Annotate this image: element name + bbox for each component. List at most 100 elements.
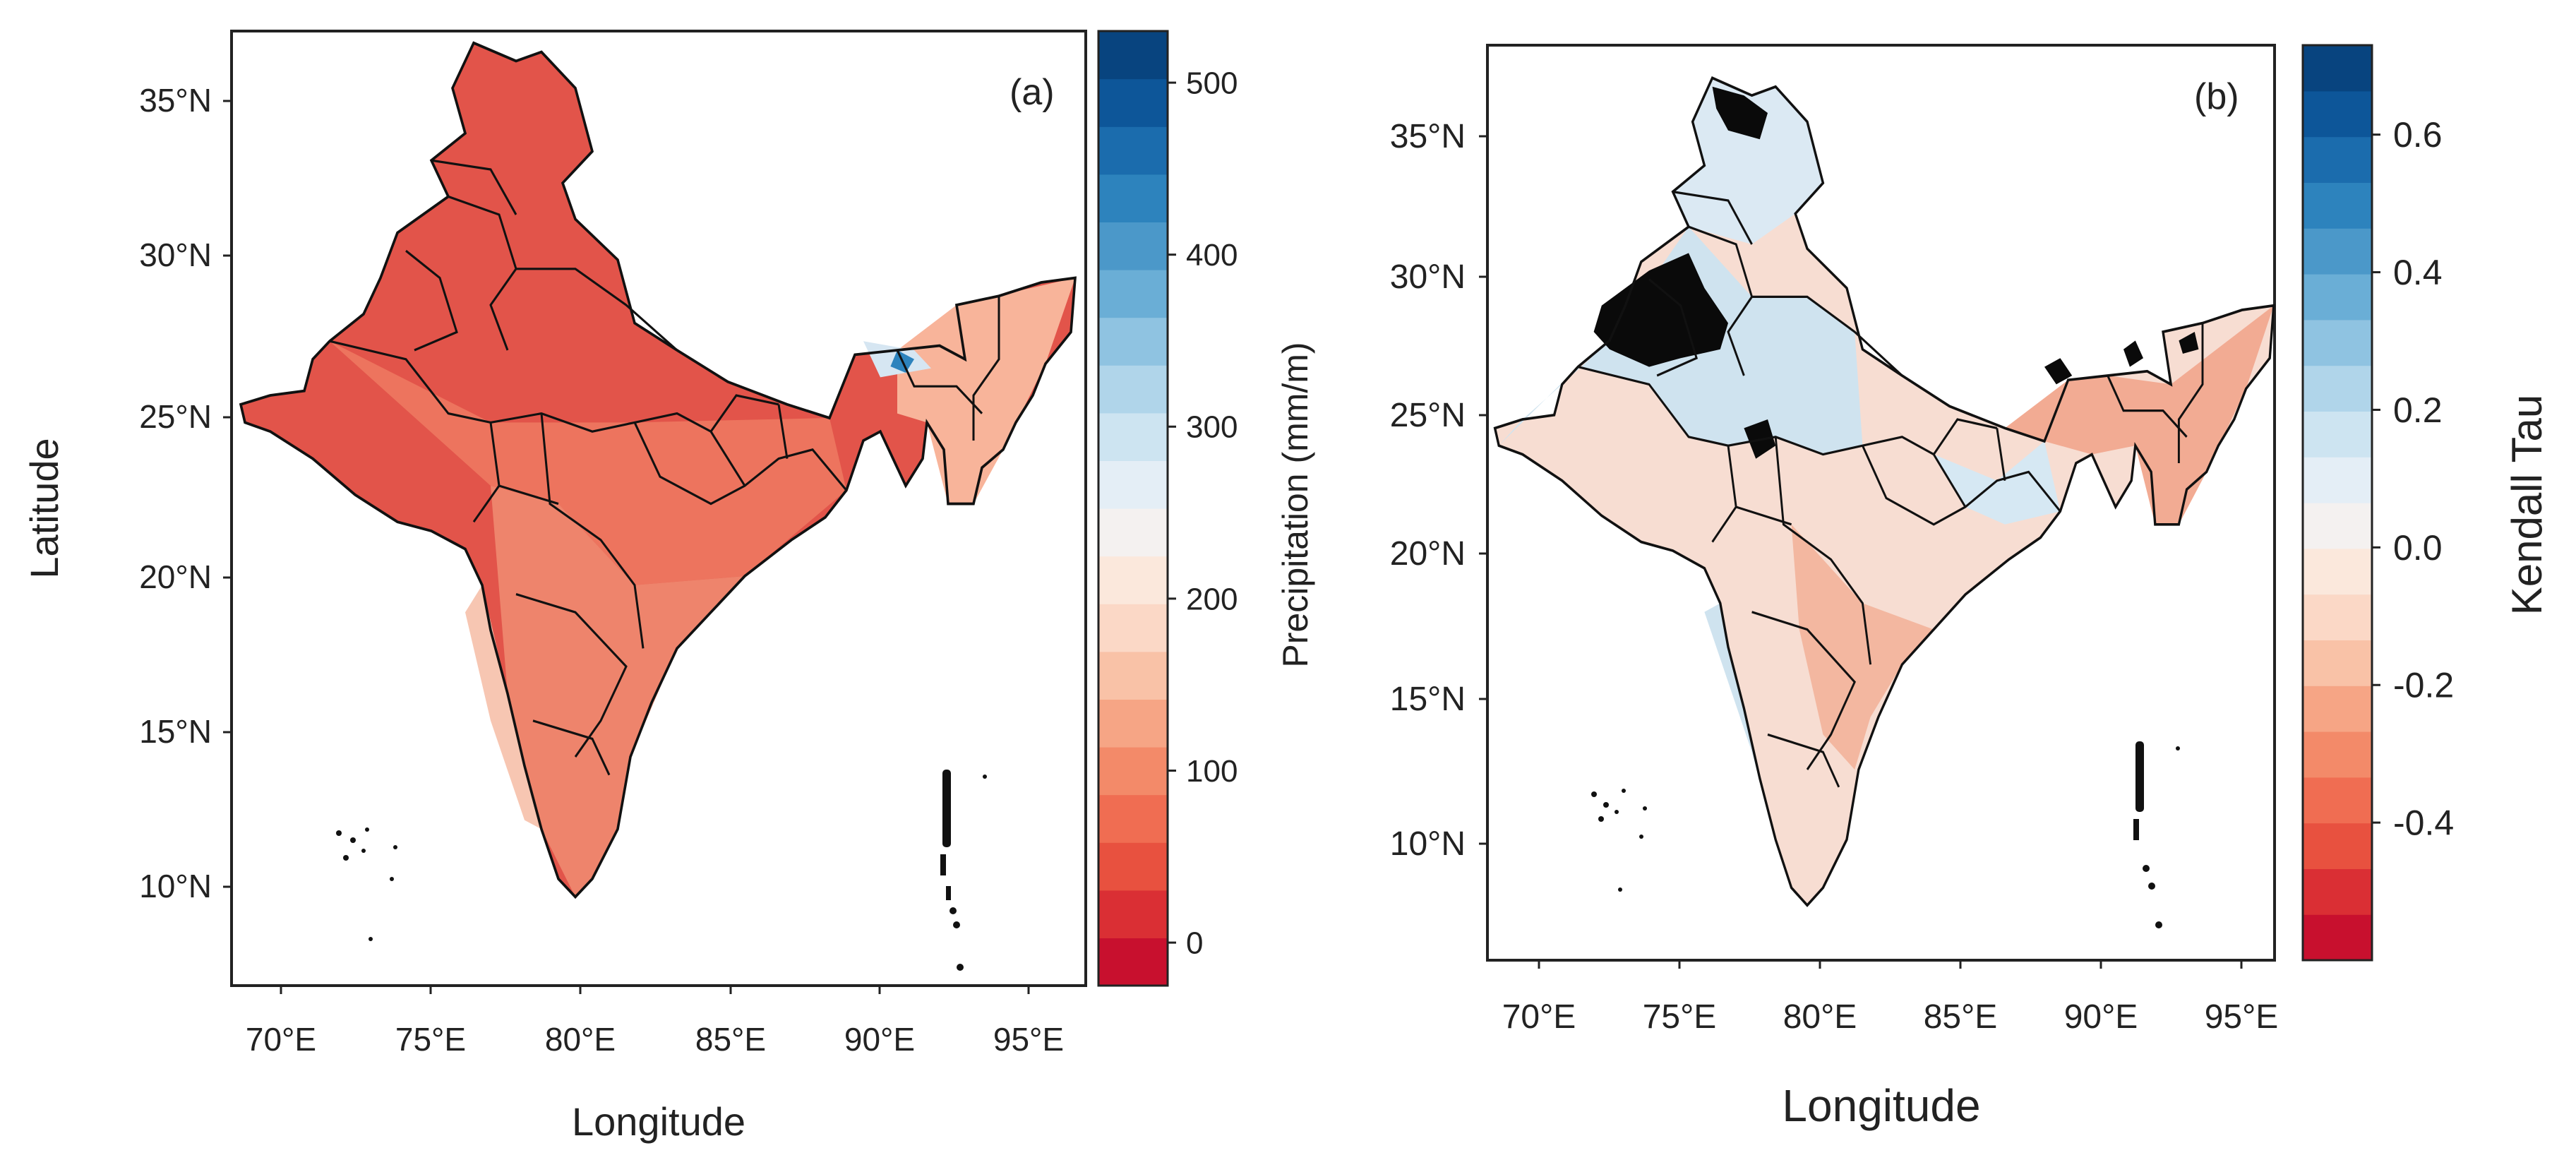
colorbar-tick-label: -0.4 [2393,803,2454,843]
colorbar-tick-label: 100 [1186,754,1238,789]
colorbar-swatch [1098,747,1168,796]
tick-label: 25°N [1390,397,1466,434]
tick-label: 80°E [545,1021,616,1058]
panel-b-west-coast [1704,603,1776,840]
panel-b-south-zone [1791,524,1934,770]
tick-label: 30°N [139,237,212,273]
tick-label: 85°E [1924,998,1998,1036]
colorbar-swatch [1098,222,1168,270]
panel-b-significant-northeast [2044,332,2199,385]
colorbar-swatch [1098,890,1168,938]
panel-a-x-tick-labels: 70°E 75°E 80°E 85°E 90°E 95°E [246,1021,1064,1058]
colorbar-swatch [1098,508,1168,557]
panel-b-y-tick-labels: 10°N 15°N 20°N 25°N 30°N 35°N [1390,118,1466,863]
colorbar-tick-label: 0 [1186,926,1203,960]
panel-a-y-axis-title: Latitude [22,438,66,578]
panel-b-significant-northwest [1593,253,1728,367]
colorbar-frame [1097,30,1169,987]
colorbar-swatch [1098,556,1168,604]
panel-a-colorbar: 0 100 200 300 400 500 [1097,30,1238,987]
panel-b-colorbar-title: Kendall Tau [2503,395,2551,615]
tick-label: 25°N [139,398,212,435]
panel-b-label: (b) [2194,76,2239,117]
colorbar-swatch [1098,604,1168,652]
panel-b-islands [1591,741,2180,928]
panel-a-central-zone [330,341,846,585]
panel-b-axes [1479,135,2243,969]
colorbar-swatch [1098,31,1168,80]
panel-a-colorbar-title: Precipitation (mm/m) [1276,342,1315,667]
colorbar-tick-label: 200 [1186,582,1238,616]
panel-a-south-zone [491,486,745,897]
colorbar-tick-label: 0.4 [2393,253,2443,292]
colorbar-swatch [1098,412,1168,461]
colorbar-swatch [1098,651,1168,700]
panel-b-east-zone [1934,441,2061,525]
tick-label: 80°E [1783,998,1857,1036]
colorbar-tick-label: 0.2 [2393,390,2443,430]
colorbar-swatch [1098,842,1168,891]
panel-b-x-tick-labels: 70°E 75°E 80°E 85°E 90°E 95°E [1502,998,2279,1036]
colorbar-swatch [2303,686,2372,732]
panel-b: 70°E 75°E 80°E 85°E 90°E 95°E 10°N 15°N … [1390,44,2279,1131]
colorbar-tick-label: 0.0 [2393,528,2443,568]
colorbar-swatch [2303,45,2372,92]
colorbar-swatch [1098,794,1168,843]
colorbar-swatch [1098,270,1168,318]
panel-b-significant-north [1712,86,1768,140]
tick-label: 20°N [139,558,212,595]
panel-b-x-axis-title: Longitude [1782,1080,1980,1131]
colorbar-tick-label: 0.6 [2393,115,2443,155]
colorbar-tick-label: 500 [1186,66,1238,100]
colorbar-swatch [1098,365,1168,414]
panel-a-label: (a) [1010,72,1055,113]
colorbar-swatch [2303,319,2372,366]
tick-label: 10°N [139,868,212,904]
panel-a-axes [223,100,1030,994]
tick-label: 15°N [1390,681,1466,718]
tick-label: 70°E [246,1021,316,1058]
colorbar-swatch [1098,938,1168,986]
colorbar-swatch [2303,365,2372,412]
colorbar-swatch [2303,90,2372,138]
panel-a-x-axis-title: Longitude [572,1099,745,1144]
panel-a-west-coast [465,585,541,830]
tick-label: 90°E [844,1021,915,1058]
tick-label: 75°E [1643,998,1717,1036]
tick-label: 95°E [993,1021,1064,1058]
colorbar-swatch [2303,823,2372,869]
colorbar-swatch [2303,136,2372,183]
colorbar-swatch [1098,317,1168,366]
tick-label: 15°N [139,713,212,750]
colorbar-tick-label: 300 [1186,410,1238,445]
tick-label: 20°N [1390,535,1466,573]
colorbar-swatch [1098,174,1168,222]
colorbar-swatch [2303,457,2372,503]
colorbar-swatch [2303,503,2372,549]
tick-label: 10°N [1390,825,1466,863]
tick-label: 95°E [2205,998,2279,1036]
colorbar-frame [2301,44,2373,962]
tick-label: 75°E [395,1021,466,1058]
colorbar-swatch [2303,640,2372,686]
colorbar-swatch [1098,78,1168,127]
tick-label: 35°N [139,82,212,119]
colorbar-swatch [2303,731,2372,778]
colorbar-swatch [2303,594,2372,640]
tick-label: 70°E [1502,998,1576,1036]
colorbar-swatch [2303,411,2372,458]
tick-label: 35°N [1390,118,1466,155]
colorbar-swatch [1098,699,1168,748]
tick-label: 90°E [2064,998,2138,1036]
colorbar-swatch [2303,228,2372,275]
panel-b-north-zone [1672,78,1823,245]
colorbar-tick-label: -0.2 [2393,666,2454,705]
colorbar-swatch [1098,126,1168,175]
panel-a-islands [336,770,987,971]
colorbar-tick-label: 400 [1186,238,1238,273]
colorbar-swatch [2303,182,2372,229]
colorbar-swatch [2303,777,2372,824]
tick-label: 30°N [1390,258,1466,296]
colorbar-swatch [2303,548,2372,595]
